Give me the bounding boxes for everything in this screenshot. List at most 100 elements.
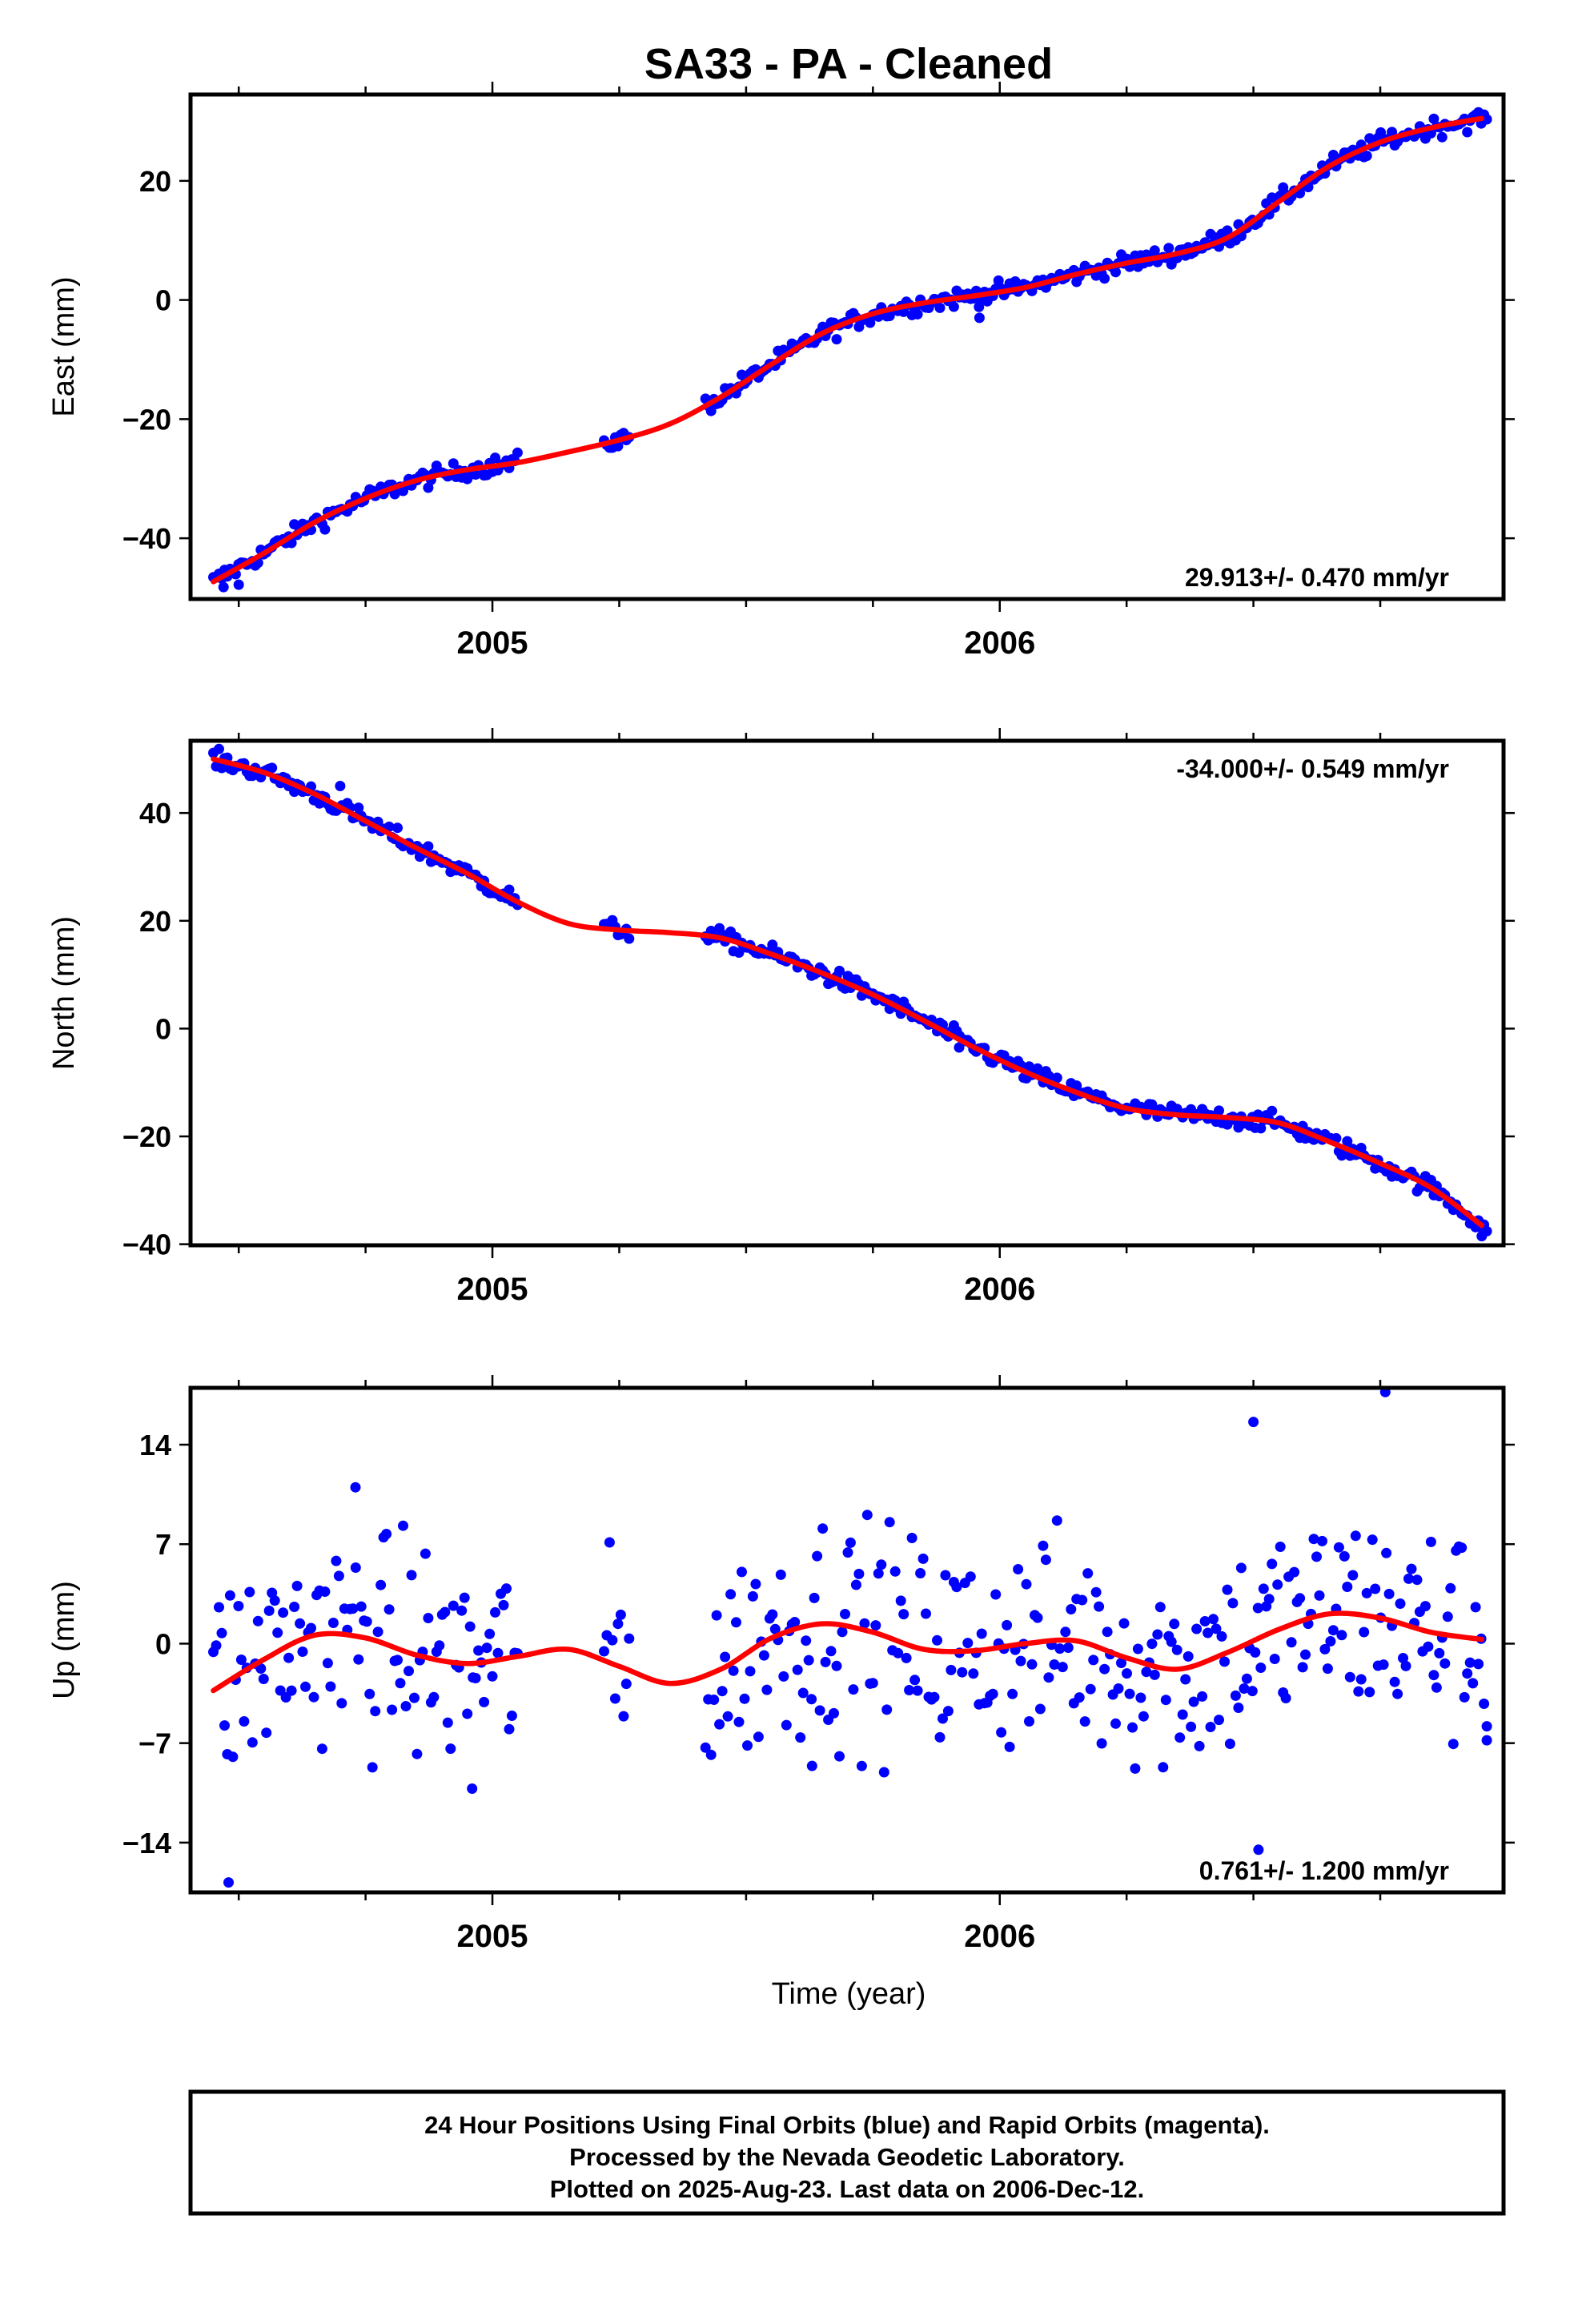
up-data-point xyxy=(1327,1625,1339,1636)
north-data-point xyxy=(504,884,515,895)
up-data-point xyxy=(1263,1594,1275,1605)
up-data-point xyxy=(742,1740,753,1751)
up-data-point xyxy=(1094,1601,1105,1612)
up-data-point xyxy=(825,1646,837,1657)
up-data-point xyxy=(829,1707,839,1719)
up-data-point xyxy=(921,1608,931,1619)
up-data-point xyxy=(263,1605,275,1616)
up-data-point xyxy=(607,1634,618,1646)
up-data-point xyxy=(484,1628,496,1639)
up-data-point xyxy=(1350,1530,1361,1542)
up-data-point xyxy=(1082,1568,1094,1579)
east-data-point xyxy=(1375,127,1387,138)
up-data-point xyxy=(1468,1678,1479,1689)
up-data-point xyxy=(932,1634,942,1646)
up-y-tick-label: −14 xyxy=(122,1827,171,1860)
up-data-point xyxy=(420,1548,431,1559)
up-data-point xyxy=(252,1615,263,1626)
up-data-point xyxy=(1445,1582,1456,1594)
up-data-point xyxy=(1171,1644,1182,1655)
up-data-point xyxy=(834,1751,845,1762)
up-data-point xyxy=(1032,1612,1043,1623)
up-data-point xyxy=(1233,1703,1244,1713)
chart-title: SA33 - PA - Cleaned xyxy=(644,40,1053,88)
up-data-point xyxy=(353,1654,364,1665)
up-data-point xyxy=(473,1645,484,1656)
up-data-point xyxy=(1214,1715,1224,1726)
up-data-point xyxy=(915,1568,926,1578)
up-data-point xyxy=(1439,1658,1451,1669)
up-data-point xyxy=(1280,1693,1291,1703)
east-data-point xyxy=(993,275,1004,286)
north-data-point xyxy=(423,841,434,852)
north-data-point xyxy=(1214,1105,1224,1116)
east-data-point xyxy=(705,405,717,416)
up-data-point xyxy=(1286,1637,1297,1648)
up-data-point xyxy=(1411,1574,1423,1586)
up-data-point xyxy=(812,1550,823,1562)
up-data-point xyxy=(942,1706,954,1717)
east-data-point xyxy=(1481,114,1492,125)
up-data-point xyxy=(1431,1682,1442,1693)
up-data-point xyxy=(1248,1417,1259,1428)
up-data-point xyxy=(750,1578,761,1590)
up-data-point xyxy=(1026,1659,1038,1670)
up-x-tick-label: 2005 xyxy=(457,1919,528,1954)
up-data-point xyxy=(728,1665,739,1676)
panel-north: −40 −20 0 20 40 2005 2006 North (mm) -34.000+/- … xyxy=(47,728,1515,1307)
up-data-point xyxy=(599,1646,609,1657)
up-data-point xyxy=(987,1688,998,1699)
up-data-point xyxy=(244,1586,255,1598)
up-data-point xyxy=(1057,1662,1068,1673)
up-data-point xyxy=(814,1705,825,1716)
up-data-point xyxy=(1359,1626,1370,1638)
up-data-point xyxy=(1051,1515,1062,1526)
up-data-point xyxy=(456,1605,468,1616)
up-data-point xyxy=(395,1678,406,1689)
up-data-point xyxy=(873,1568,884,1579)
up-data-point xyxy=(767,1609,778,1620)
up-data-point xyxy=(1339,1550,1350,1562)
up-data-point xyxy=(498,1599,509,1610)
up-data-point xyxy=(1252,1602,1263,1614)
up-data-point xyxy=(479,1696,490,1707)
up-data-point xyxy=(278,1607,289,1618)
chart-panels: −40 −20 0 20 2005 2006 East (mm) 29.913+/- 0.47… xyxy=(47,82,1515,1954)
up-data-point xyxy=(848,1684,859,1695)
up-data-point xyxy=(1197,1691,1208,1702)
up-data-point xyxy=(845,1537,856,1548)
up-data-point xyxy=(809,1592,820,1603)
up-data-point xyxy=(233,1601,244,1611)
north-rate-label: -34.000+/- 0.549 mm/yr xyxy=(1176,754,1449,783)
up-data-point xyxy=(412,1748,423,1759)
up-data-point xyxy=(940,1570,951,1581)
up-data-point xyxy=(297,1647,308,1657)
up-data-point xyxy=(1099,1663,1110,1675)
north-data-point xyxy=(1024,1061,1034,1072)
up-data-point xyxy=(1462,1668,1473,1679)
up-data-point xyxy=(1258,1583,1269,1594)
up-data-point xyxy=(711,1610,722,1621)
up-data-point xyxy=(1447,1739,1459,1750)
east-plot-frame xyxy=(188,92,1506,601)
up-y-tick-label: −7 xyxy=(139,1727,171,1760)
up-data-point xyxy=(400,1701,412,1711)
up-data-point xyxy=(1174,1732,1186,1743)
up-data-point xyxy=(753,1731,764,1743)
up-data-point xyxy=(1224,1739,1235,1749)
up-data-point xyxy=(506,1711,517,1721)
east-data-point xyxy=(974,312,985,324)
up-data-point xyxy=(501,1583,512,1594)
north-data-point xyxy=(1071,1080,1082,1092)
up-data-point xyxy=(906,1533,917,1543)
up-data-point xyxy=(367,1762,378,1773)
up-data-point xyxy=(423,1613,434,1623)
up-data-point xyxy=(319,1586,331,1597)
up-data-point xyxy=(1314,1590,1325,1601)
up-data-point xyxy=(1116,1658,1126,1668)
up-data-point xyxy=(1211,1623,1222,1634)
up-data-point xyxy=(870,1620,881,1631)
up-y-tick-label: 14 xyxy=(139,1429,171,1462)
up-data-point xyxy=(1043,1672,1054,1683)
north-data-point xyxy=(267,762,278,774)
